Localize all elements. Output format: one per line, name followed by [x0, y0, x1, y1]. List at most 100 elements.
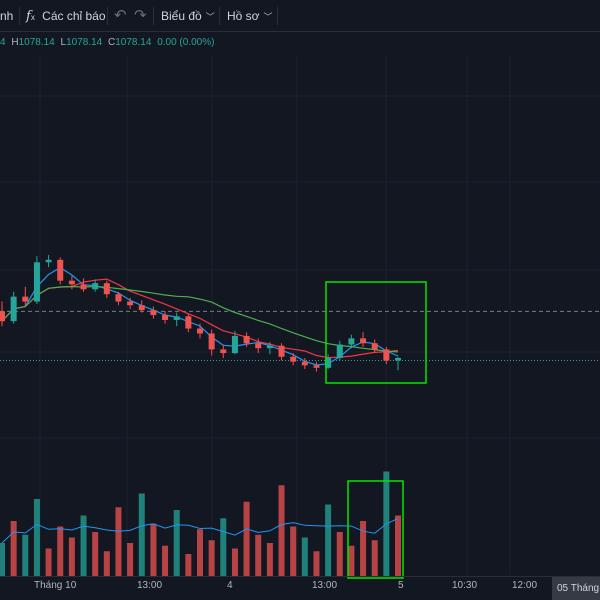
volume-bar — [0, 543, 5, 576]
time-label: 10:30 — [452, 580, 478, 591]
volume-bars — [0, 471, 401, 576]
low-key: L — [60, 37, 67, 48]
volume-bar — [231, 548, 238, 576]
volume-ma-polyline — [1, 518, 399, 544]
candle-body — [220, 349, 227, 354]
candle-body — [301, 361, 308, 366]
candle-body — [383, 349, 390, 361]
candle-body — [138, 305, 145, 311]
volume-bar — [173, 510, 180, 576]
price-reference-lines — [0, 310, 600, 361]
candle-body — [290, 356, 297, 362]
chart-menu-label: Biểu đồ — [161, 9, 202, 23]
change-value: 0.00 (0.00%) — [157, 37, 215, 48]
profile-menu-button[interactable]: Hồ sơ ﹀ — [227, 0, 273, 32]
volume-bar — [348, 545, 355, 576]
profile-menu-label: Hồ sơ — [227, 9, 260, 23]
candle-body — [45, 259, 52, 263]
volume-bar — [150, 523, 157, 576]
volume-bar — [57, 526, 64, 576]
time-axis[interactable] — [0, 576, 600, 600]
volume-bar — [80, 515, 87, 576]
volume-bar — [371, 540, 378, 576]
candle-body — [348, 338, 355, 345]
candle-body — [266, 345, 273, 349]
volume-bar — [220, 518, 227, 576]
volume-bar — [208, 540, 215, 576]
redo-icon[interactable]: ↷ — [134, 7, 147, 24]
toolbar-divider — [107, 7, 108, 25]
volume-bar — [10, 521, 17, 576]
candle-body — [115, 294, 122, 302]
open-value: 4 — [0, 37, 6, 48]
highlight-box-price — [325, 281, 427, 384]
volume-ma-line — [1, 518, 399, 544]
volume-bar — [313, 551, 320, 576]
volume-bar — [103, 551, 110, 576]
volume-bar — [33, 499, 40, 576]
volume-bar — [197, 529, 203, 576]
volume-bar — [185, 554, 192, 576]
indicators-label: Các chỉ báo — [42, 9, 106, 23]
candle-body — [150, 310, 157, 316]
volume-bar — [278, 485, 285, 576]
volume-bar — [45, 548, 52, 576]
top-toolbar: nh fx Các chỉ báo ↶ ↷ Biểu đồ ﹀ Hồ sơ ﹀ — [0, 0, 600, 32]
candle-body — [22, 296, 29, 302]
candle-body — [278, 345, 285, 357]
candle-body — [57, 259, 64, 281]
high-value: 1078.14 — [18, 37, 55, 48]
symbol-name[interactable]: nh — [0, 9, 14, 23]
candle-body — [197, 328, 203, 334]
candle-body — [231, 335, 238, 354]
toolbar-divider — [19, 7, 20, 25]
candle-body — [255, 343, 262, 349]
time-label: 13:00 — [137, 580, 163, 591]
candle-body — [162, 315, 169, 320]
volume-bar — [290, 526, 297, 576]
candle-body — [127, 301, 134, 306]
time-label: 4 — [227, 580, 233, 591]
candle-body — [325, 358, 332, 368]
chart-grid — [0, 55, 600, 575]
toolbar-divider — [277, 7, 278, 25]
candle-body — [336, 344, 343, 358]
candle-body — [313, 365, 320, 368]
close-key: C — [108, 37, 116, 48]
chevron-down-icon: ﹀ — [205, 12, 215, 22]
candle-body — [173, 316, 180, 320]
candle-body — [103, 283, 110, 295]
volume-bar — [266, 543, 273, 576]
toolbar-divider — [153, 7, 154, 25]
close-value: 1078.14 — [115, 37, 152, 48]
candle-body — [80, 284, 87, 290]
undo-icon[interactable]: ↶ — [114, 7, 127, 24]
ma-slow-line — [1, 285, 399, 353]
toolbar-divider — [219, 7, 220, 25]
candle-body — [185, 316, 192, 329]
candle-body — [371, 343, 378, 350]
volume-bar — [336, 532, 343, 576]
volume-bar — [301, 537, 308, 576]
volume-bar — [360, 521, 367, 576]
high-key: H — [11, 37, 19, 48]
time-label: Tháng 10 — [34, 580, 77, 591]
time-label: 5 — [398, 580, 404, 591]
volume-bar — [162, 545, 169, 576]
function-icon: f — [26, 9, 31, 24]
candle-body — [395, 358, 401, 361]
chevron-down-icon: ﹀ — [263, 12, 273, 22]
candle-body — [68, 280, 75, 285]
candle-body — [243, 335, 250, 344]
chart-menu-button[interactable]: Biểu đồ ﹀ — [161, 0, 215, 32]
candle-body — [10, 296, 17, 322]
volume-bar — [243, 501, 250, 576]
volume-bar — [115, 507, 122, 576]
volume-bar — [127, 543, 134, 576]
indicators-button[interactable]: fx Các chỉ báo — [26, 0, 106, 32]
volume-bar — [138, 493, 145, 576]
candle-body — [33, 262, 40, 302]
volume-bar — [68, 537, 75, 576]
highlight-box-volume — [347, 480, 404, 579]
